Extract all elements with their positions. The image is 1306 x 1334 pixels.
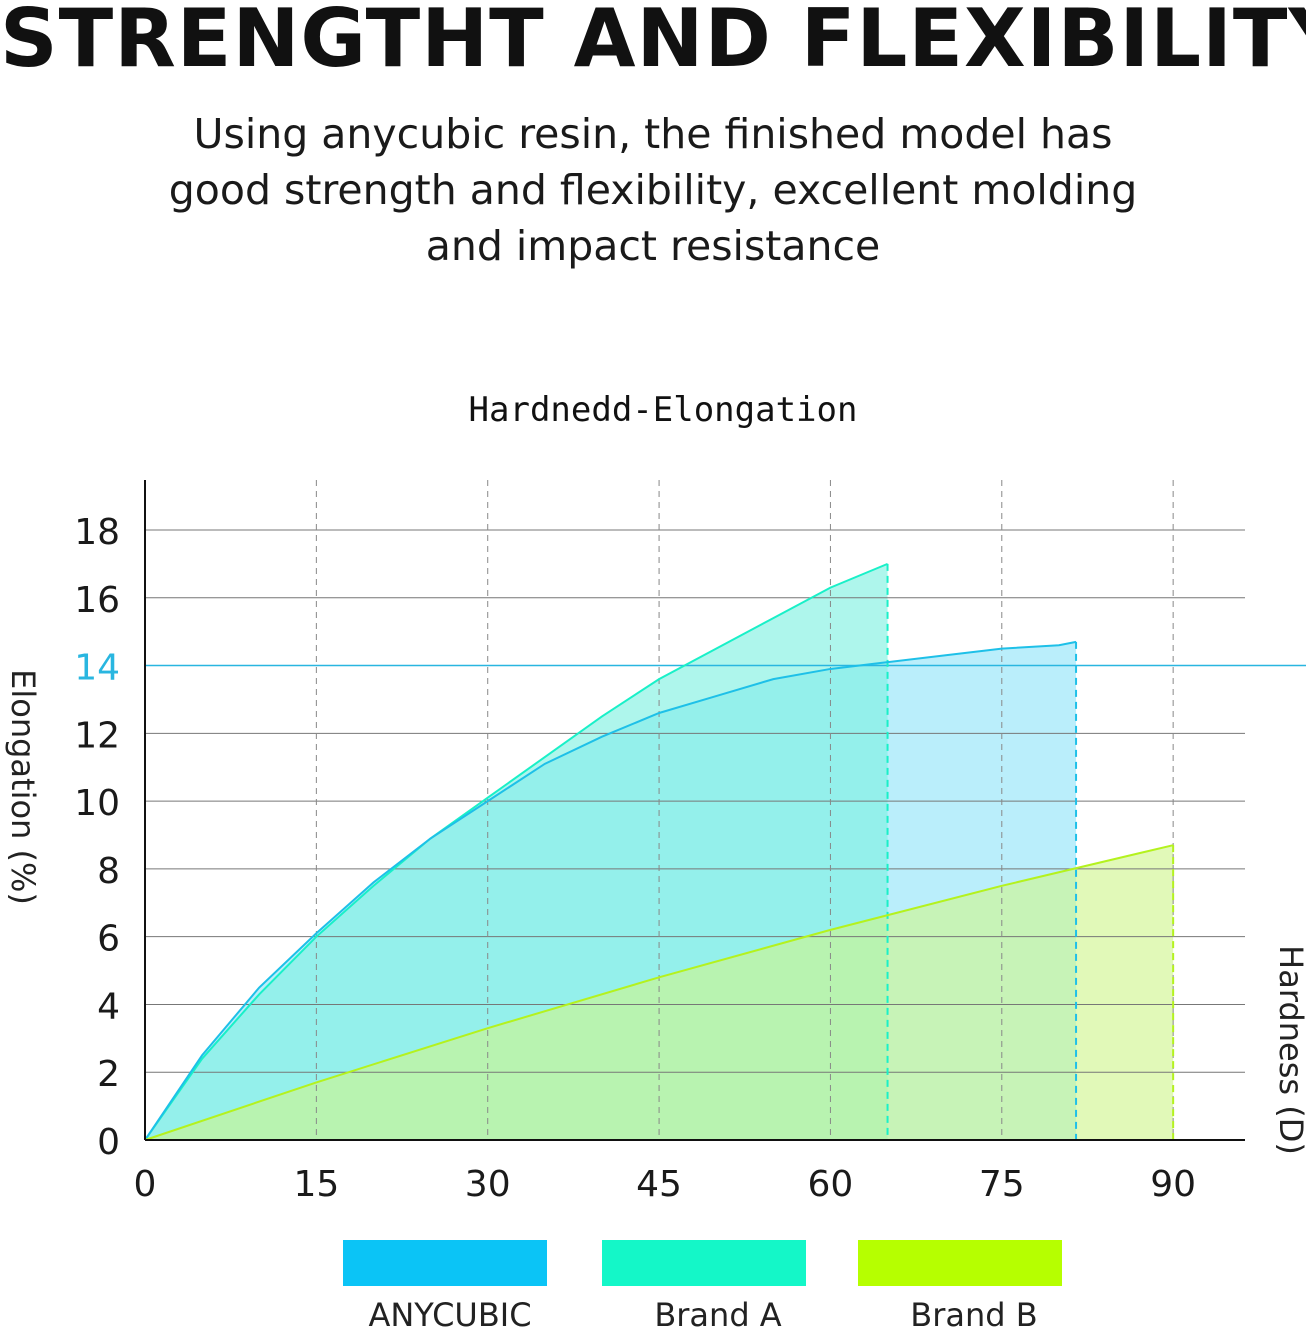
series-line-brand-b xyxy=(144,844,1174,1141)
tick-labels: 0 2 4 6 8 10 12 14 16 18 0 15 30 45 60 75 90 xyxy=(74,512,1196,1205)
y-tick-label: 2 xyxy=(97,1054,120,1095)
axes xyxy=(144,480,1245,1141)
legend-label-anycubic: ANYCUBIC xyxy=(368,1296,532,1334)
area-brand-b xyxy=(145,845,1174,1140)
y-tick-label: 16 xyxy=(74,580,120,621)
y-tick-label: 18 xyxy=(74,512,120,553)
y-tick-label: 12 xyxy=(74,715,120,756)
y-tick-label: 14 xyxy=(74,648,120,689)
x-tick-label: 15 xyxy=(293,1164,339,1205)
x-tick-label: 30 xyxy=(465,1164,511,1205)
x-tick-label: 0 xyxy=(134,1164,157,1205)
y-tick-label: 0 xyxy=(97,1122,120,1163)
grid xyxy=(145,480,1306,1140)
chart-title: Hardnedd-Elongation xyxy=(468,390,858,430)
x-tick-label: 45 xyxy=(636,1164,682,1205)
y-tick-label: 4 xyxy=(97,986,120,1027)
x-tick-label: 60 xyxy=(808,1164,854,1205)
y-tick-label: 10 xyxy=(74,783,120,824)
series-line-brand-a xyxy=(144,562,888,1141)
series-lines xyxy=(144,562,1175,1141)
x-tick-label: 90 xyxy=(1150,1164,1196,1205)
y-tick-label: 8 xyxy=(97,851,120,892)
headline: STRENGTHT AND FLEXIBILITY xyxy=(0,0,1306,85)
legend-label-brand-a: Brand A xyxy=(654,1296,782,1334)
y-axis-label: Elongation (%) xyxy=(4,669,42,905)
series-line-anycubic xyxy=(144,640,1077,1141)
subtitle: Using anycubic resin, the finished model… xyxy=(168,110,1138,270)
legend-swatch-brand-b xyxy=(858,1240,1062,1286)
series-areas xyxy=(145,563,1174,1140)
x-axis-label: Hardness (D) xyxy=(1272,945,1306,1155)
legend-label-brand-b: Brand B xyxy=(910,1296,1038,1334)
x-tick-label: 75 xyxy=(979,1164,1025,1205)
y-tick-label: 6 xyxy=(97,919,120,960)
legend-swatch-brand-a xyxy=(602,1240,806,1286)
legend-swatch-anycubic xyxy=(343,1240,547,1286)
